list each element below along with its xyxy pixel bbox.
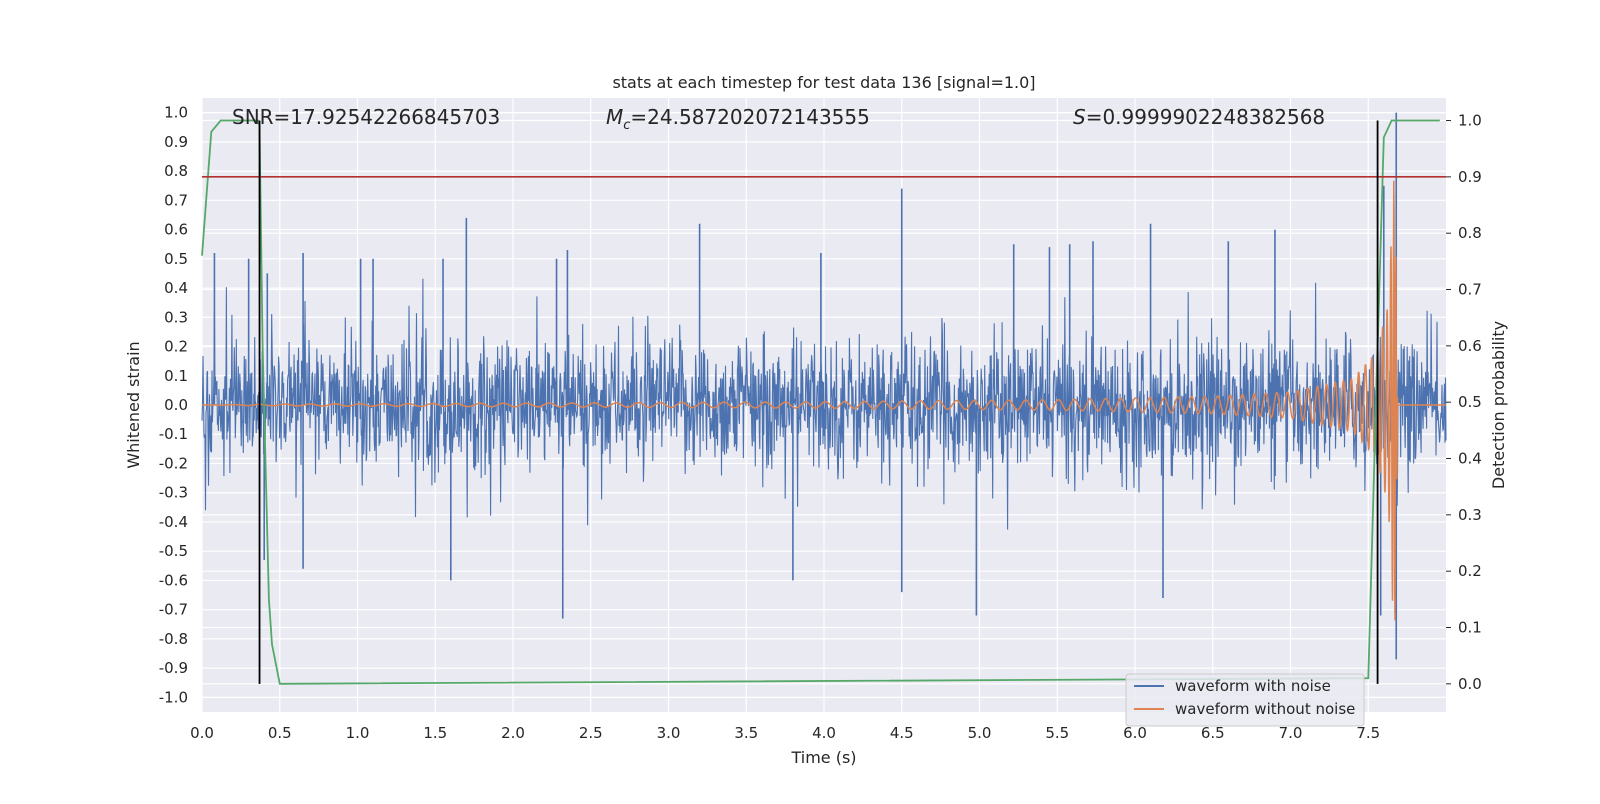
- chirp-mass-symbol: M: [606, 105, 623, 129]
- y-left-tick-label: -0.3: [159, 484, 188, 502]
- x-tick-label: 1.0: [346, 724, 370, 742]
- y-left-tick-label: 0.2: [164, 338, 188, 356]
- y-right-tick-label: 0.6: [1458, 337, 1482, 355]
- x-tick-label: 7.0: [1279, 724, 1303, 742]
- y-right-tick-label: 0.3: [1458, 506, 1482, 524]
- y-left-tick-label: -0.6: [159, 571, 188, 589]
- y-left-tick-label: -0.2: [159, 454, 188, 472]
- detection-probability-line: [201, 119, 1440, 685]
- x-tick-label: 7.5: [1356, 724, 1380, 742]
- x-tick-label: 4.5: [890, 724, 914, 742]
- x-tick-label: 3.5: [734, 724, 758, 742]
- y-right-tick-label: 0.4: [1458, 450, 1482, 468]
- y-left-tick-label: -0.9: [159, 659, 188, 677]
- chirp-mass-subscript: c: [623, 118, 630, 133]
- chirp-mass-value: =24.587202072143555: [630, 105, 869, 129]
- y-right-tick-label: 0.8: [1458, 224, 1482, 242]
- y-right-tick-label: 0.1: [1458, 619, 1482, 637]
- markers-layer: [202, 120, 1446, 684]
- y-left-tick-label: -0.4: [159, 513, 188, 531]
- significance-annotation: S=0.9999902248382568: [1073, 105, 1325, 129]
- chart-title: stats at each timestep for test data 136…: [612, 73, 1035, 92]
- x-tick-label: 6.5: [1201, 724, 1225, 742]
- significance-value: =0.9999902248382568: [1086, 105, 1325, 129]
- y-left-tick-label: 0.6: [164, 221, 188, 239]
- x-tick-label: 1.5: [423, 724, 447, 742]
- y-left-tick-label: -1.0: [159, 688, 188, 706]
- y-right-tick-label: 0.7: [1458, 281, 1482, 299]
- y-left-tick-label: 0.9: [164, 133, 188, 151]
- legend-label-clean: waveform without noise: [1175, 700, 1355, 718]
- legend-label-noise: waveform with noise: [1175, 677, 1331, 695]
- chirp-mass-annotation: Mc=24.587202072143555: [606, 105, 870, 133]
- y-left-tick-label: 0.0: [164, 396, 188, 414]
- clean-waveform-line: [202, 180, 1446, 621]
- probability-layer: [201, 119, 1440, 685]
- x-tick-label: 5.0: [968, 724, 992, 742]
- y-axis-right-label: Detection probability: [1489, 321, 1508, 489]
- y-left-tick-label: 0.8: [164, 162, 188, 180]
- x-tick-label: 5.5: [1045, 724, 1069, 742]
- y-left-tick-label: 0.5: [164, 250, 188, 268]
- x-tick-label: 2.5: [579, 724, 603, 742]
- legend: waveform with noise waveform without noi…: [1125, 673, 1365, 727]
- y-left-tick-label: 0.1: [164, 367, 188, 385]
- y-left-tick-label: -0.7: [159, 601, 188, 619]
- y-left-tick-label: 0.4: [164, 279, 188, 297]
- y-left-tick-label: 0.3: [164, 308, 188, 326]
- y-left-tick-label: -0.8: [159, 630, 188, 648]
- y-left-tick-label: -0.5: [159, 542, 188, 560]
- y-right-tick-label: 1.0: [1458, 112, 1482, 130]
- x-tick-label: 3.0: [657, 724, 681, 742]
- snr-annotation: SNR=17.92542266845703: [232, 105, 500, 129]
- y-right-tick-label: 0.5: [1458, 393, 1482, 411]
- x-tick-label: 6.0: [1123, 724, 1147, 742]
- clean-waveform-band: [202, 180, 1446, 621]
- x-tick-label: 0.0: [190, 724, 214, 742]
- y-right-tick-label: 0.9: [1458, 168, 1482, 186]
- x-axis-label: Time (s): [790, 748, 856, 767]
- x-tick-label: 4.0: [812, 724, 836, 742]
- noise-waveform-line: [201, 278, 1447, 530]
- y-left-tick-label: 1.0: [164, 104, 188, 122]
- significance-symbol: S: [1073, 105, 1086, 129]
- noise-waveform-band: [201, 112, 1447, 660]
- y-left-tick-label: -0.1: [159, 425, 188, 443]
- y-left-tick-label: 0.7: [164, 191, 188, 209]
- tick-labels: 0.0 0.5 1.0 1.5 2.0 2.5 3.0 3.5 4.0 4.5 5.0 5.5 6.0 6…: [159, 104, 1482, 742]
- y-right-tick-label: 0.2: [1458, 562, 1482, 580]
- legend-box: [1125, 673, 1365, 727]
- x-tick-label: 0.5: [268, 724, 292, 742]
- y-axis-left-label: Whitened strain: [124, 341, 143, 468]
- x-tick-label: 2.0: [501, 724, 525, 742]
- y-right-tick-label: 0.0: [1458, 675, 1482, 693]
